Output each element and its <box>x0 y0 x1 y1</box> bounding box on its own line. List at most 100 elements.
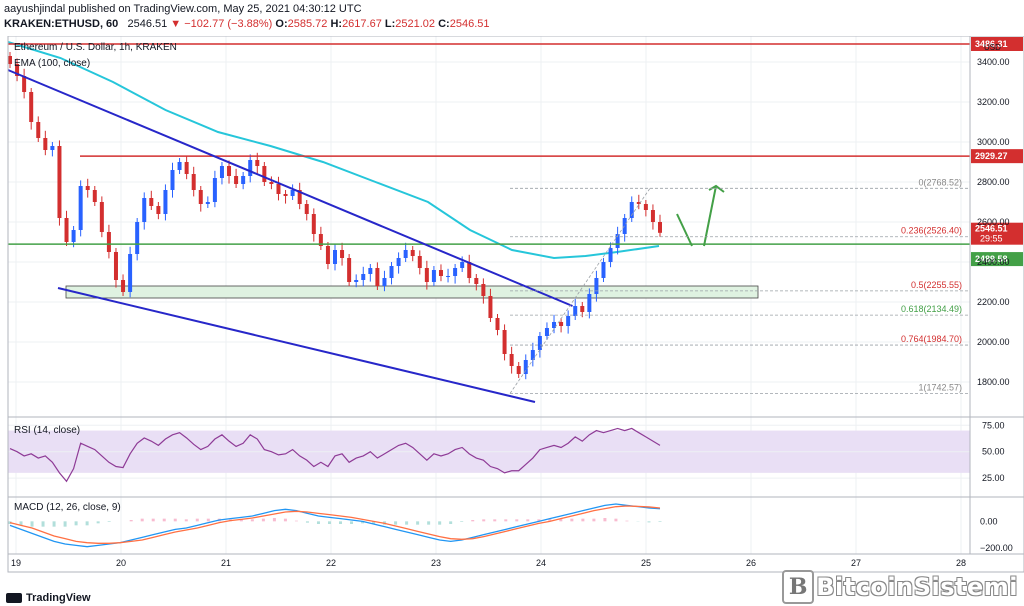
candle <box>467 262 472 278</box>
candle <box>509 354 514 366</box>
candle <box>544 328 549 336</box>
y-tick-label: 2800.00 <box>977 177 1010 187</box>
candle <box>262 166 267 182</box>
rsi-title: RSI (14, close) <box>14 425 80 436</box>
candle <box>354 280 359 282</box>
candle <box>170 170 175 190</box>
last-price-tag <box>971 222 1023 245</box>
candle <box>15 64 20 76</box>
candle <box>325 246 330 264</box>
last-price: 2546.51 <box>127 18 168 30</box>
candle <box>219 166 224 178</box>
rsi-tick-label: 50.00 <box>982 447 1005 457</box>
last-price-label: 2546.51 <box>975 224 1008 234</box>
candle <box>552 322 557 328</box>
candle <box>255 160 260 166</box>
candle <box>643 204 648 210</box>
candle <box>368 268 373 274</box>
chart-frame <box>7 36 1024 573</box>
candle <box>283 194 288 196</box>
candle <box>128 254 133 292</box>
upper-trendline <box>7 69 573 307</box>
candle <box>57 146 62 218</box>
high-label: H: <box>330 18 343 30</box>
candle <box>460 262 465 268</box>
countdown-label: 29:55 <box>980 234 1003 244</box>
symbol-ohlc-line: KRAKEN:ETHUSD, 60 2546.51 ▼ −102.77 (−3.… <box>4 18 489 30</box>
tradingview-logo[interactable]: TradingView <box>6 592 91 604</box>
fib-label: 0.236(2526.40) <box>901 226 962 236</box>
candle <box>523 360 528 374</box>
watermark: B BitcoinSistemi <box>782 570 1018 604</box>
candle <box>438 270 443 276</box>
candle <box>311 214 316 234</box>
y-tick-label: 3400.00 <box>977 57 1010 67</box>
watermark-text: BitcoinSistemi <box>816 573 1018 601</box>
candle <box>347 258 352 282</box>
candle <box>495 318 500 330</box>
x-tick-label: 25 <box>641 558 651 568</box>
y-tick-label: 2200.00 <box>977 297 1010 307</box>
candle <box>36 122 41 138</box>
candle <box>615 234 620 248</box>
candle <box>290 190 295 196</box>
candle <box>566 316 571 326</box>
candle <box>184 162 189 174</box>
candle <box>85 186 90 190</box>
candle <box>417 256 422 268</box>
support-zone <box>65 285 759 299</box>
candle <box>318 234 323 246</box>
candle <box>474 278 479 284</box>
x-tick-label: 22 <box>326 558 336 568</box>
y-tick-label: 2600.00 <box>977 217 1010 227</box>
x-tick-label: 20 <box>116 558 126 568</box>
x-tick-label: 23 <box>431 558 441 568</box>
bitcoin-icon: B <box>782 570 815 604</box>
fib-label: 1(1742.57) <box>918 382 962 392</box>
candle <box>198 190 203 204</box>
candle <box>191 174 196 190</box>
candle <box>205 202 210 204</box>
fib-label: 0.618(2134.49) <box>901 304 962 314</box>
candle <box>78 186 83 230</box>
candle <box>573 306 578 316</box>
candle <box>297 190 302 204</box>
candle <box>248 160 253 176</box>
candle <box>502 330 507 354</box>
candle <box>658 222 662 233</box>
y-tick-label: 2400.00 <box>977 257 1010 267</box>
candle <box>481 284 486 296</box>
high-value: 2617.67 <box>342 18 382 30</box>
candle <box>636 202 641 204</box>
candle <box>424 268 429 282</box>
candle <box>241 176 246 184</box>
y-tick-label: 2000.00 <box>977 337 1010 347</box>
fib-diagonal <box>509 188 651 394</box>
candle <box>453 268 458 276</box>
rsi-tick-label: 25.00 <box>982 473 1005 483</box>
candle <box>71 230 76 242</box>
arrow-down-leg <box>676 213 693 247</box>
macd-title: MACD (12, 26, close, 9) <box>14 502 121 513</box>
down-arrow-icon: ▼ <box>170 18 182 30</box>
x-tick-label: 26 <box>746 558 756 568</box>
open-label: O: <box>275 18 288 30</box>
tradingview-label: TradingView <box>26 592 91 604</box>
axis-unit-label: USD <box>984 43 1001 52</box>
ema-line <box>7 41 660 260</box>
close-label: C: <box>438 18 450 30</box>
y-tick-label: 3000.00 <box>977 137 1010 147</box>
symbol: KRAKEN:ETHUSD, 60 <box>4 18 119 30</box>
x-tick-label: 28 <box>956 558 966 568</box>
candle <box>431 270 436 282</box>
candle <box>559 322 564 326</box>
candle <box>99 202 104 232</box>
candle <box>403 250 408 258</box>
candle <box>64 218 69 242</box>
resistance-price-label: 2929.27 <box>975 151 1008 161</box>
candle <box>488 296 493 318</box>
candle <box>601 262 606 278</box>
fib-label: 0.764(1984.70) <box>901 334 962 344</box>
candle <box>650 210 655 222</box>
